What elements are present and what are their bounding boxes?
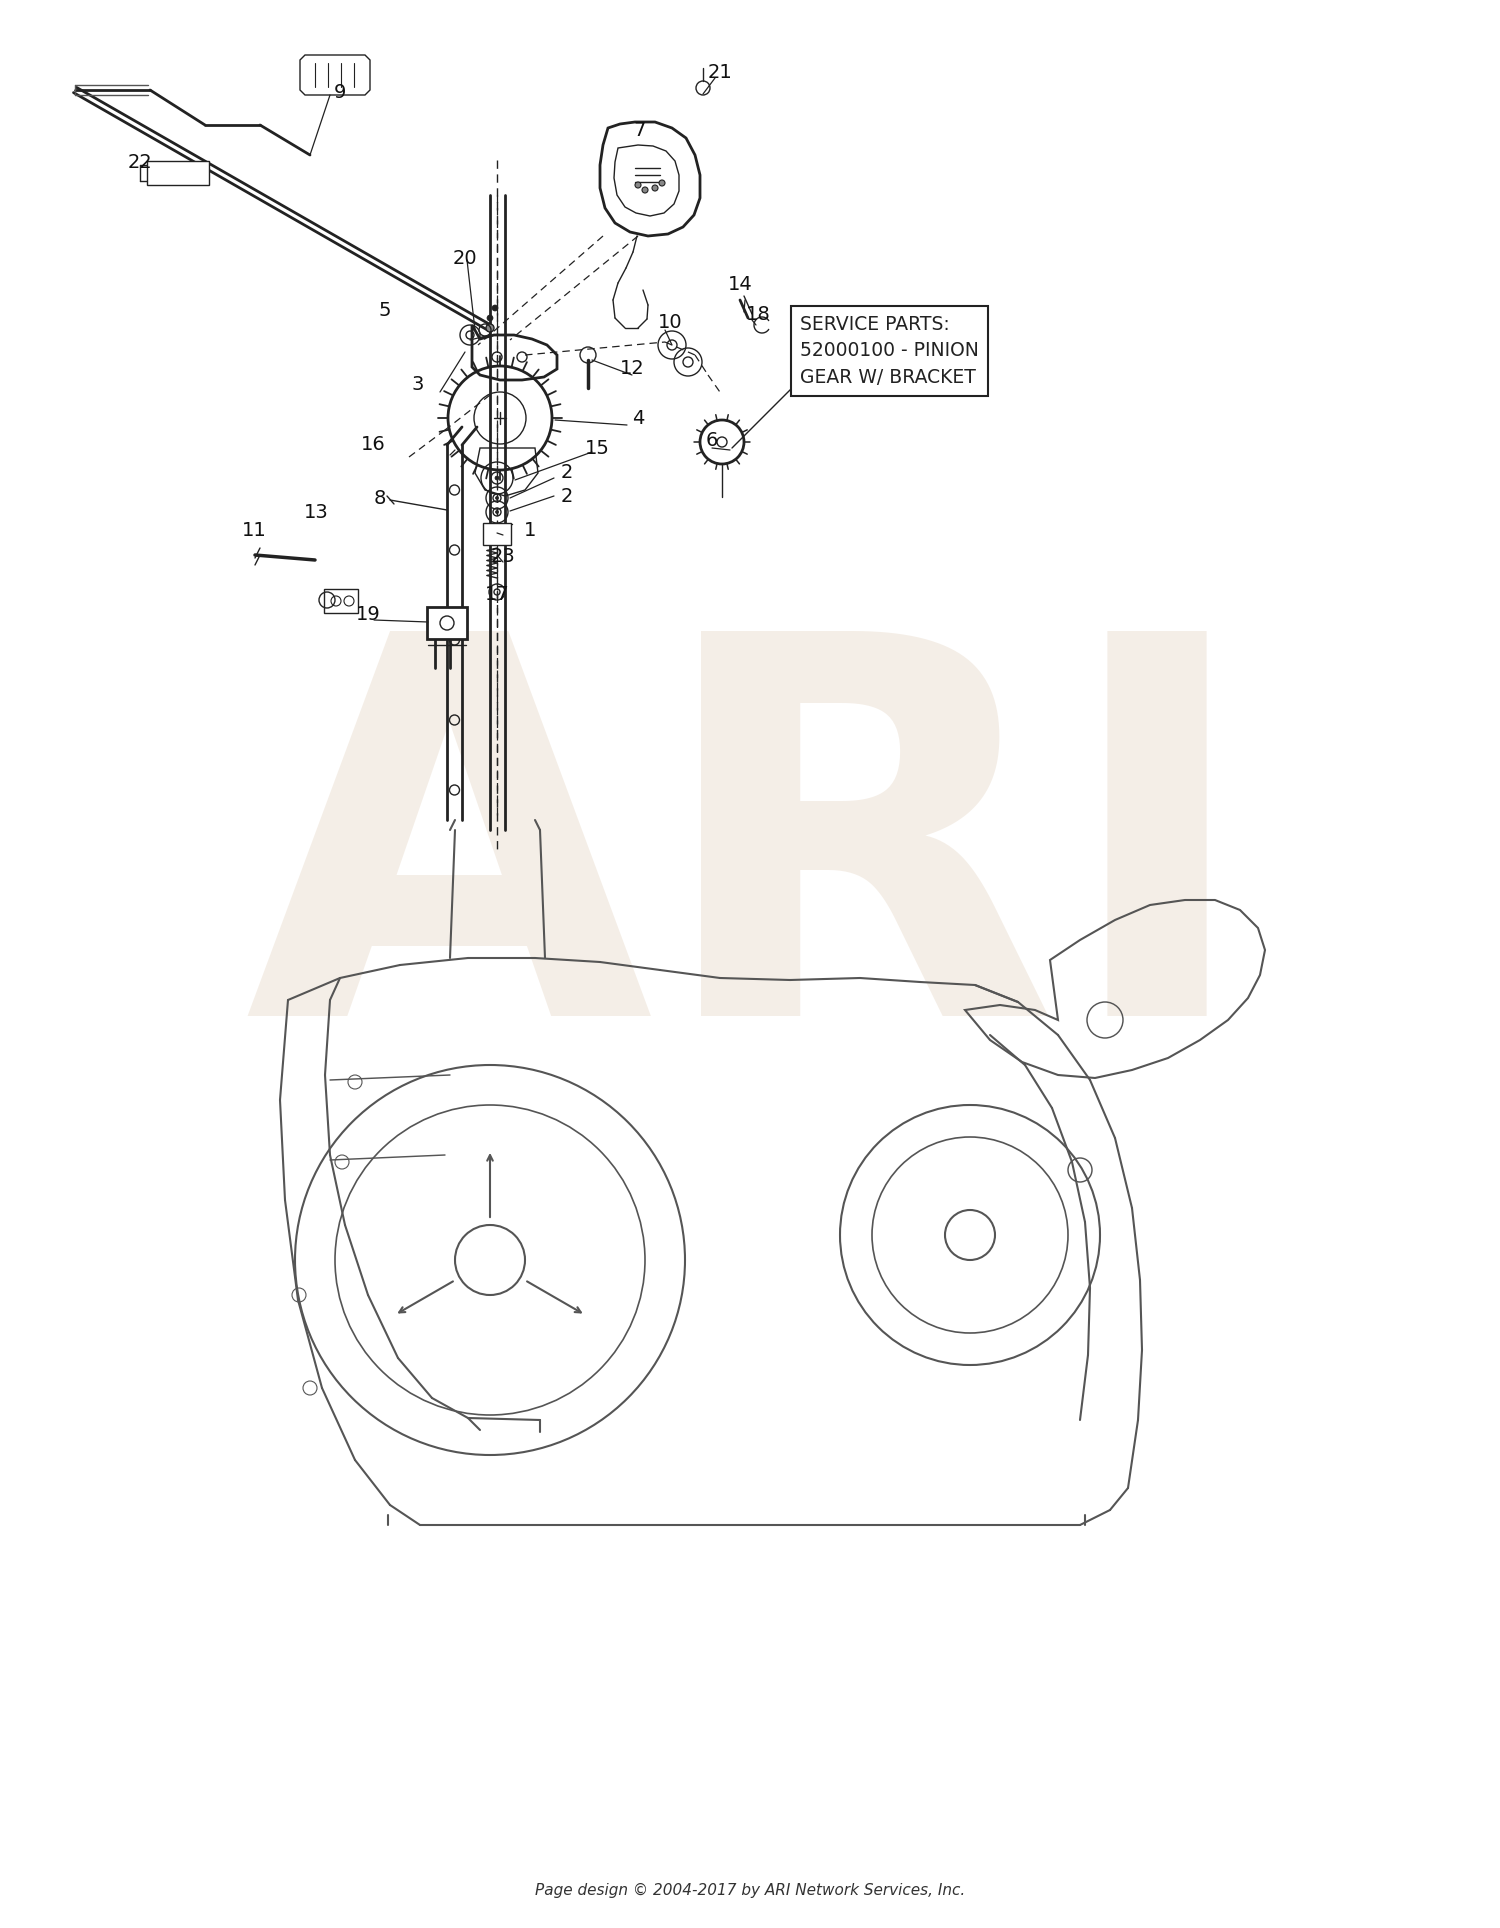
- Text: Page design © 2004-2017 by ARI Network Services, Inc.: Page design © 2004-2017 by ARI Network S…: [536, 1882, 964, 1897]
- Text: 5: 5: [378, 301, 392, 320]
- Circle shape: [634, 181, 640, 189]
- Text: 1: 1: [524, 521, 536, 540]
- Text: 2: 2: [561, 488, 573, 507]
- Text: 15: 15: [585, 438, 609, 457]
- Text: 19: 19: [356, 605, 381, 625]
- Text: 17: 17: [484, 584, 510, 603]
- Text: ARI: ARI: [244, 613, 1256, 1126]
- FancyBboxPatch shape: [483, 522, 512, 546]
- Circle shape: [495, 497, 498, 499]
- Text: 21: 21: [708, 62, 732, 81]
- Text: 23: 23: [490, 548, 516, 567]
- Circle shape: [652, 185, 658, 191]
- Text: 2: 2: [561, 463, 573, 482]
- Text: 20: 20: [453, 249, 477, 268]
- Text: 12: 12: [620, 359, 645, 378]
- Text: 16: 16: [360, 436, 386, 455]
- Circle shape: [486, 324, 494, 332]
- Circle shape: [495, 511, 498, 513]
- Circle shape: [492, 305, 498, 310]
- FancyBboxPatch shape: [324, 588, 358, 613]
- Text: 10: 10: [657, 312, 682, 332]
- Text: 13: 13: [303, 503, 328, 522]
- Text: 8: 8: [374, 488, 386, 507]
- Circle shape: [642, 187, 648, 193]
- Text: 6: 6: [706, 430, 718, 449]
- Text: 3: 3: [413, 376, 424, 395]
- Circle shape: [658, 179, 664, 185]
- Text: 22: 22: [128, 154, 153, 172]
- Text: 4: 4: [632, 409, 644, 428]
- FancyBboxPatch shape: [147, 162, 208, 185]
- Text: 14: 14: [728, 276, 753, 295]
- Text: 9: 9: [334, 83, 346, 102]
- Circle shape: [488, 314, 494, 320]
- FancyBboxPatch shape: [427, 607, 466, 638]
- Text: 11: 11: [242, 521, 267, 540]
- Text: 18: 18: [746, 305, 771, 324]
- Text: SERVICE PARTS:
52000100 - PINION
GEAR W/ BRACKET: SERVICE PARTS: 52000100 - PINION GEAR W/…: [800, 314, 980, 388]
- Circle shape: [495, 476, 500, 480]
- Text: 7: 7: [634, 120, 646, 139]
